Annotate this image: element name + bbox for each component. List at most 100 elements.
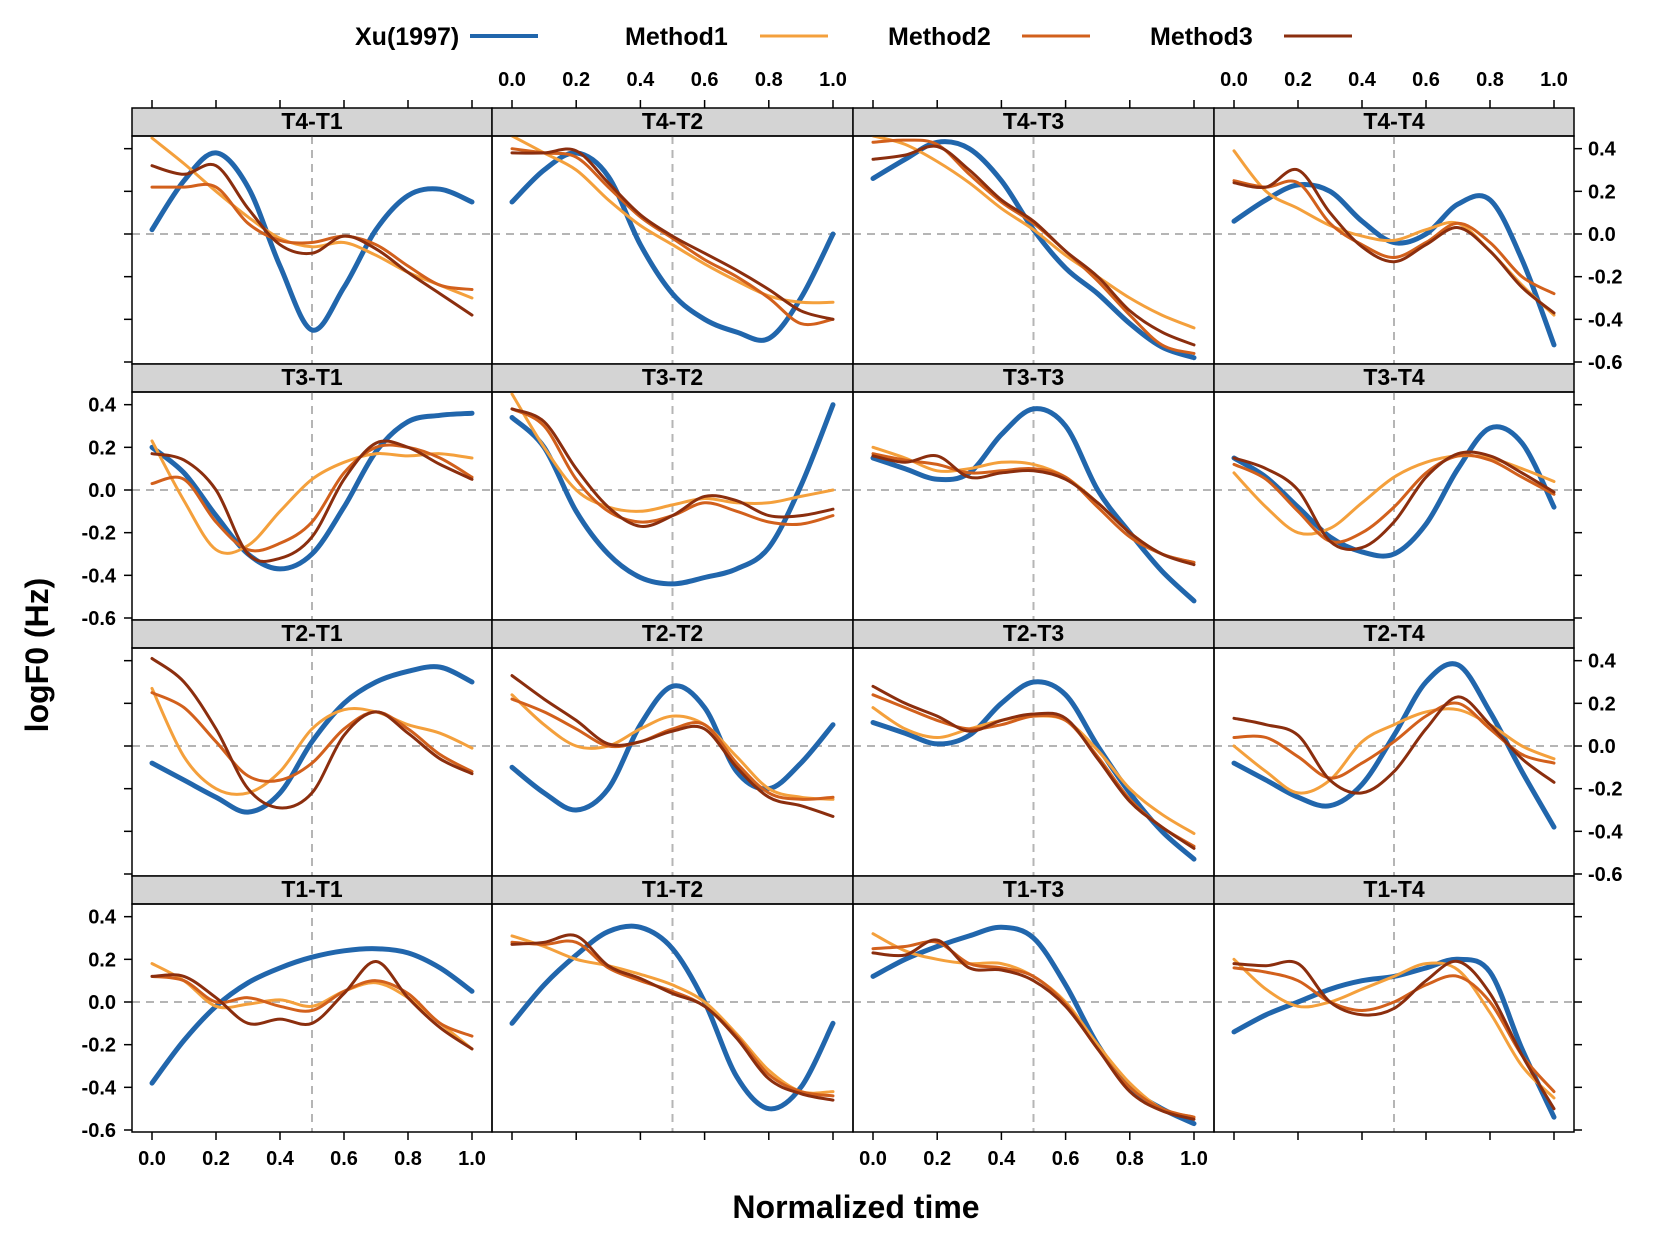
series-line-method3 bbox=[871, 938, 1196, 1121]
y-tick-label: 0.0 bbox=[1588, 224, 1616, 246]
panel-title: T2-T1 bbox=[281, 620, 343, 646]
series-line-method3 bbox=[150, 657, 474, 810]
x-tick-label: 1.0 bbox=[1180, 1148, 1208, 1170]
series-line-method3 bbox=[1232, 695, 1556, 795]
panel-t4-t4: T4-T4 bbox=[1213, 107, 1575, 365]
panel-strip bbox=[1213, 107, 1575, 137]
series-line-xu-1997 bbox=[509, 683, 836, 813]
series-line-method1 bbox=[150, 962, 474, 1051]
axes: 0.0 0.2 0.4 0.6 0.8 1.0 0.0 0.2 0.4 0.6 0.8 1.0 0.0 0… bbox=[82, 69, 1624, 1170]
series-line-method3 bbox=[510, 147, 835, 321]
legend: Xu(1997) Method1 Method2 Method3 bbox=[355, 23, 1352, 51]
panel-t1-t4: T1-T4 bbox=[1213, 875, 1575, 1133]
x-tick-label: 1.0 bbox=[819, 69, 847, 91]
series-line-xu-1997 bbox=[149, 664, 475, 815]
x-tick-label: 0.4 bbox=[266, 1148, 295, 1170]
x-tick-label: 0.8 bbox=[755, 69, 783, 91]
legend-item-method1: Method1 bbox=[625, 23, 828, 51]
y-tick-label: -0.4 bbox=[1588, 309, 1623, 331]
series-line-method2 bbox=[510, 147, 835, 327]
x-tick-label: 0.8 bbox=[394, 1148, 422, 1170]
series-line-method3 bbox=[871, 684, 1196, 850]
panel-title: T2-T2 bbox=[642, 620, 703, 646]
y-tick-label: 0.4 bbox=[88, 395, 117, 417]
x-tick-label: 0.4 bbox=[987, 1148, 1016, 1170]
x-tick-label: 0.0 bbox=[859, 1148, 887, 1170]
legend-item-method2: Method2 bbox=[888, 23, 1090, 51]
panel-title: T4-T4 bbox=[1363, 108, 1425, 134]
x-tick-label: 1.0 bbox=[458, 1148, 486, 1170]
series-line-method2 bbox=[1232, 966, 1556, 1094]
legend-item-xu-1997: Xu(1997) bbox=[355, 23, 538, 51]
y-tick-label: 0.4 bbox=[1588, 651, 1617, 673]
y-tick-label: -0.6 bbox=[1588, 864, 1622, 886]
panel-title: T1-T3 bbox=[1003, 876, 1064, 902]
legend-label: Method1 bbox=[625, 23, 728, 51]
x-tick-label: 0.4 bbox=[626, 69, 655, 91]
y-tick-label: -0.2 bbox=[82, 1035, 116, 1057]
legend-label: Xu(1997) bbox=[355, 23, 459, 51]
series-line-method2 bbox=[1232, 179, 1556, 296]
panel-title: T1-T2 bbox=[642, 876, 703, 902]
panel-strip bbox=[1213, 875, 1575, 905]
x-tick-label: 0.6 bbox=[691, 69, 719, 91]
series-line-method2 bbox=[150, 443, 474, 553]
x-tick-label: 0.2 bbox=[923, 1148, 951, 1170]
y-tick-label: 0.2 bbox=[88, 949, 116, 971]
series-line-method1 bbox=[150, 686, 474, 796]
panel-t3-t3: T3-T3 bbox=[852, 363, 1215, 621]
legend-label: Method3 bbox=[1150, 23, 1253, 51]
panel-title: T4-T2 bbox=[642, 108, 703, 134]
panel-title: T1-T4 bbox=[1363, 876, 1425, 902]
panel-t1-t1: T1-T1 bbox=[131, 875, 493, 1133]
series-line-xu-1997 bbox=[149, 150, 475, 333]
y-tick-label: -0.6 bbox=[1588, 352, 1622, 374]
series-line-xu-1997 bbox=[1231, 424, 1557, 559]
series-line-method3 bbox=[510, 407, 835, 528]
panel-border bbox=[1213, 903, 1575, 1133]
panel-strip bbox=[1213, 619, 1575, 649]
panel-t2-t2: T2-T2 bbox=[491, 619, 854, 877]
panel-strip bbox=[852, 875, 1215, 905]
y-tick-label: -0.4 bbox=[82, 1077, 117, 1099]
series-line-method1 bbox=[871, 136, 1196, 330]
panel-strip bbox=[131, 107, 493, 137]
panel-t1-t3: T1-T3 bbox=[852, 875, 1215, 1133]
y-tick-label: 0.4 bbox=[88, 907, 117, 929]
panels: T4-T1 T4-T2 T4-T3 T4-T4 T3-T1 T3-T2 T3-T3 T3-T4… bbox=[131, 107, 1575, 1133]
panel-strip bbox=[131, 619, 493, 649]
panel-t2-t1: T2-T1 bbox=[131, 619, 493, 877]
panel-title: T3-T1 bbox=[281, 364, 343, 390]
panel-t2-t4: T2-T4 bbox=[1213, 619, 1575, 877]
series-line-method1 bbox=[510, 934, 835, 1095]
series-line-method3 bbox=[150, 439, 474, 563]
panel-t4-t3: T4-T3 bbox=[852, 107, 1215, 365]
y-tick-label: -0.2 bbox=[82, 523, 116, 545]
series-line-method2 bbox=[150, 691, 474, 783]
legend-item-method3: Method3 bbox=[1150, 23, 1352, 51]
y-tick-label: 0.4 bbox=[1588, 139, 1617, 161]
series-line-method3 bbox=[1232, 450, 1556, 552]
panel-t3-t1: T3-T1 bbox=[131, 363, 493, 621]
series-line-method1 bbox=[510, 693, 835, 801]
x-tick-label: 0.2 bbox=[202, 1148, 230, 1170]
series-line-method3 bbox=[150, 960, 474, 1051]
panel-t3-t2: T3-T2 bbox=[491, 363, 854, 621]
series-line-method3 bbox=[871, 144, 1196, 347]
panel-title: T3-T4 bbox=[1363, 364, 1425, 390]
panel-title: T2-T3 bbox=[1003, 620, 1064, 646]
series-line-method2 bbox=[871, 138, 1196, 355]
series-line-xu-1997 bbox=[870, 679, 1197, 862]
x-tick-label: 0.6 bbox=[330, 1148, 358, 1170]
panel-strip bbox=[852, 619, 1215, 649]
panel-title: T1-T1 bbox=[281, 876, 343, 902]
y-tick-label: 0.2 bbox=[88, 437, 116, 459]
x-tick-label: 0.6 bbox=[1412, 69, 1440, 91]
x-tick-label: 0.4 bbox=[1348, 69, 1377, 91]
x-tick-label: 1.0 bbox=[1540, 69, 1568, 91]
y-tick-label: 0.2 bbox=[1588, 693, 1616, 715]
series-line-method2 bbox=[1232, 453, 1556, 544]
series-line-method1 bbox=[1232, 707, 1556, 795]
panel-strip bbox=[491, 619, 854, 649]
series-line-xu-1997 bbox=[1231, 181, 1557, 348]
